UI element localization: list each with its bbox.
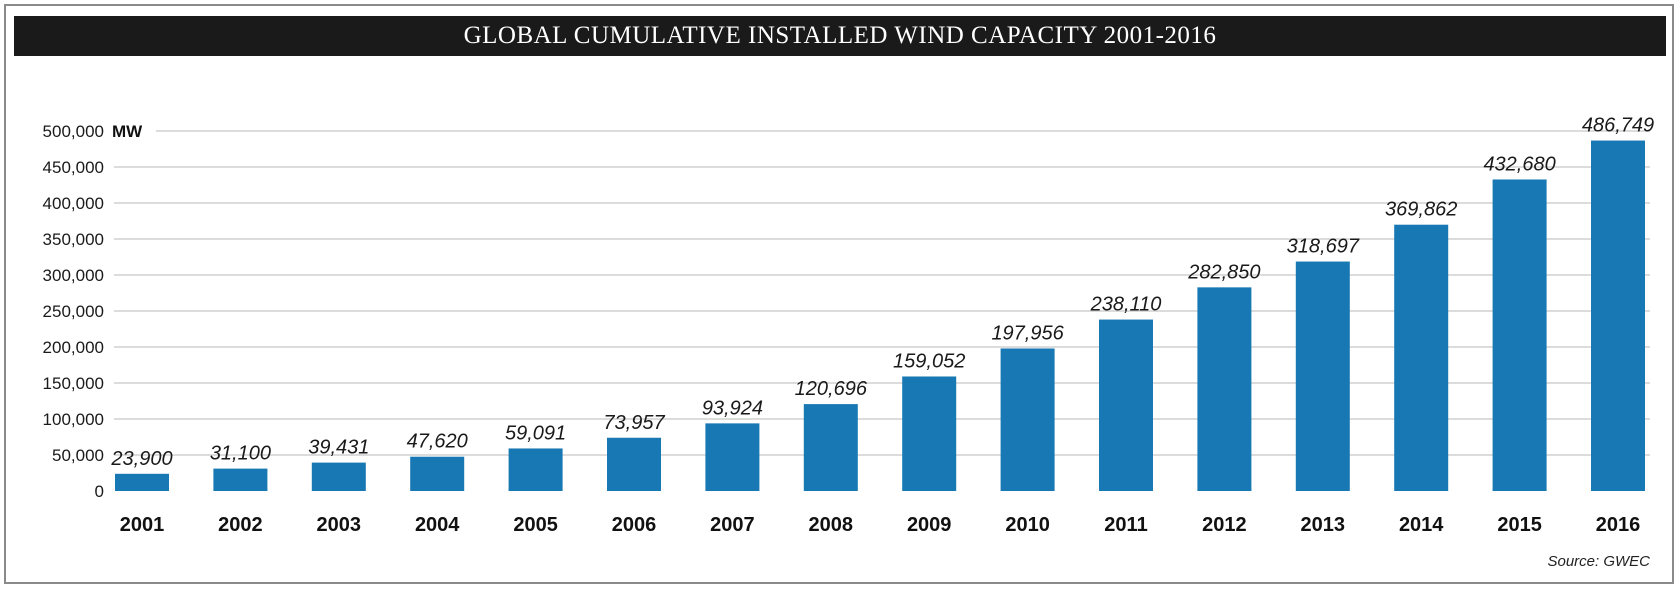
data-label: 93,924 [702,397,763,419]
x-tick-label: 2011 [1104,514,1147,536]
y-tick-label: 400,000 [43,194,104,213]
data-label: 31,100 [210,443,271,465]
x-tick-label: 2014 [1399,514,1444,536]
x-tick-label: 2006 [612,514,657,536]
data-label: 120,696 [795,378,868,400]
x-tick-label: 2003 [317,514,362,536]
bar [902,376,957,491]
bar [213,468,268,491]
bar [803,404,858,491]
bar [508,448,563,491]
data-label: 23,900 [110,448,172,470]
bar [705,423,760,491]
x-axis-labels: 2001 2002 2003 2004 2005 2006 2007 2008 2009 2010… [120,514,1641,536]
bar [1295,261,1350,491]
y-tick-label: 150,000 [43,374,104,393]
y-tick-label: 200,000 [43,338,104,357]
x-tick-label: 2008 [809,514,854,536]
bar [311,462,366,491]
y-tick-label: 350,000 [43,230,104,249]
bar [1591,140,1645,492]
bar [1394,224,1449,492]
data-label: 486,749 [1582,115,1654,137]
bar [115,473,169,491]
bar [1000,348,1055,491]
data-label: 369,862 [1385,199,1457,221]
x-tick-label: 2002 [218,514,263,536]
data-label: 39,431 [308,437,369,459]
source-note: Source: GWEC [1547,553,1650,570]
bars [115,140,1645,492]
y-axis-ticks: 0 50,000 100,000 150,000 200,000 250,000 300,0… [43,122,104,501]
y-axis-unit: MW [112,122,143,141]
data-label: 47,620 [407,431,468,453]
data-label: 282,850 [1187,261,1260,283]
x-tick-label: 2012 [1202,514,1247,536]
x-tick-label: 2005 [513,514,558,536]
data-label: 159,052 [893,350,965,372]
data-label: 238,110 [1090,294,1162,316]
data-labels: 23,900 31,100 39,431 47,620 59,091 73,957 93,9… [110,115,1654,470]
y-tick-label: 100,000 [43,410,104,429]
bar [1197,287,1252,491]
y-tick-label: 450,000 [43,158,104,177]
grid-lines [114,130,1650,456]
x-tick-label: 2010 [1005,514,1050,536]
bar [1099,319,1153,491]
data-label: 197,956 [991,322,1064,344]
x-tick-label: 2015 [1497,514,1542,536]
x-tick-label: 2001 [120,514,165,536]
x-tick-label: 2009 [907,514,952,536]
bar [410,456,465,491]
data-label: 318,697 [1287,236,1360,258]
data-label: 73,957 [603,412,665,434]
data-label: 59,091 [505,422,566,444]
y-tick-label: 250,000 [43,302,104,321]
x-tick-label: 2004 [415,514,460,536]
y-tick-label: 50,000 [52,446,104,465]
data-label: 432,680 [1483,153,1555,175]
y-tick-label: 0 [95,482,104,501]
y-tick-label: 500,000 [43,122,104,141]
x-tick-label: 2007 [710,514,755,536]
y-tick-label: 300,000 [43,266,104,285]
bar [607,437,661,491]
x-tick-label: 2013 [1301,514,1346,536]
bar [1492,179,1547,491]
x-tick-label: 2016 [1596,514,1641,536]
chart-title: GLOBAL CUMULATIVE INSTALLED WIND CAPACIT… [14,16,1666,56]
